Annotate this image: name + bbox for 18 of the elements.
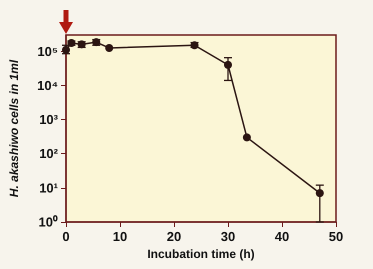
x-axis-title: Incubation time (h) — [147, 247, 255, 261]
x-tick-label: 50 — [328, 229, 344, 244]
x-tick-label: 40 — [274, 229, 290, 244]
y-tick-label: 10¹ — [39, 180, 58, 196]
x-tick-label: 0 — [62, 229, 70, 244]
y-tick-label: 10³ — [39, 112, 59, 128]
point — [316, 189, 324, 198]
point — [242, 133, 251, 142]
x-tick-label: 30 — [220, 229, 236, 244]
point — [224, 60, 232, 69]
y-tick-label: 10⁰ — [38, 214, 58, 230]
y-axis-title: H. akashiwo cells in 1ml — [7, 59, 21, 198]
x-tick-label: 20 — [166, 229, 182, 244]
point — [105, 44, 114, 52]
y-tick-label: 10⁵ — [37, 44, 58, 59]
y-tick-label: 10² — [39, 146, 59, 162]
y-tick-label: 10⁴ — [37, 78, 58, 93]
x-tick-label: 10 — [112, 229, 128, 244]
